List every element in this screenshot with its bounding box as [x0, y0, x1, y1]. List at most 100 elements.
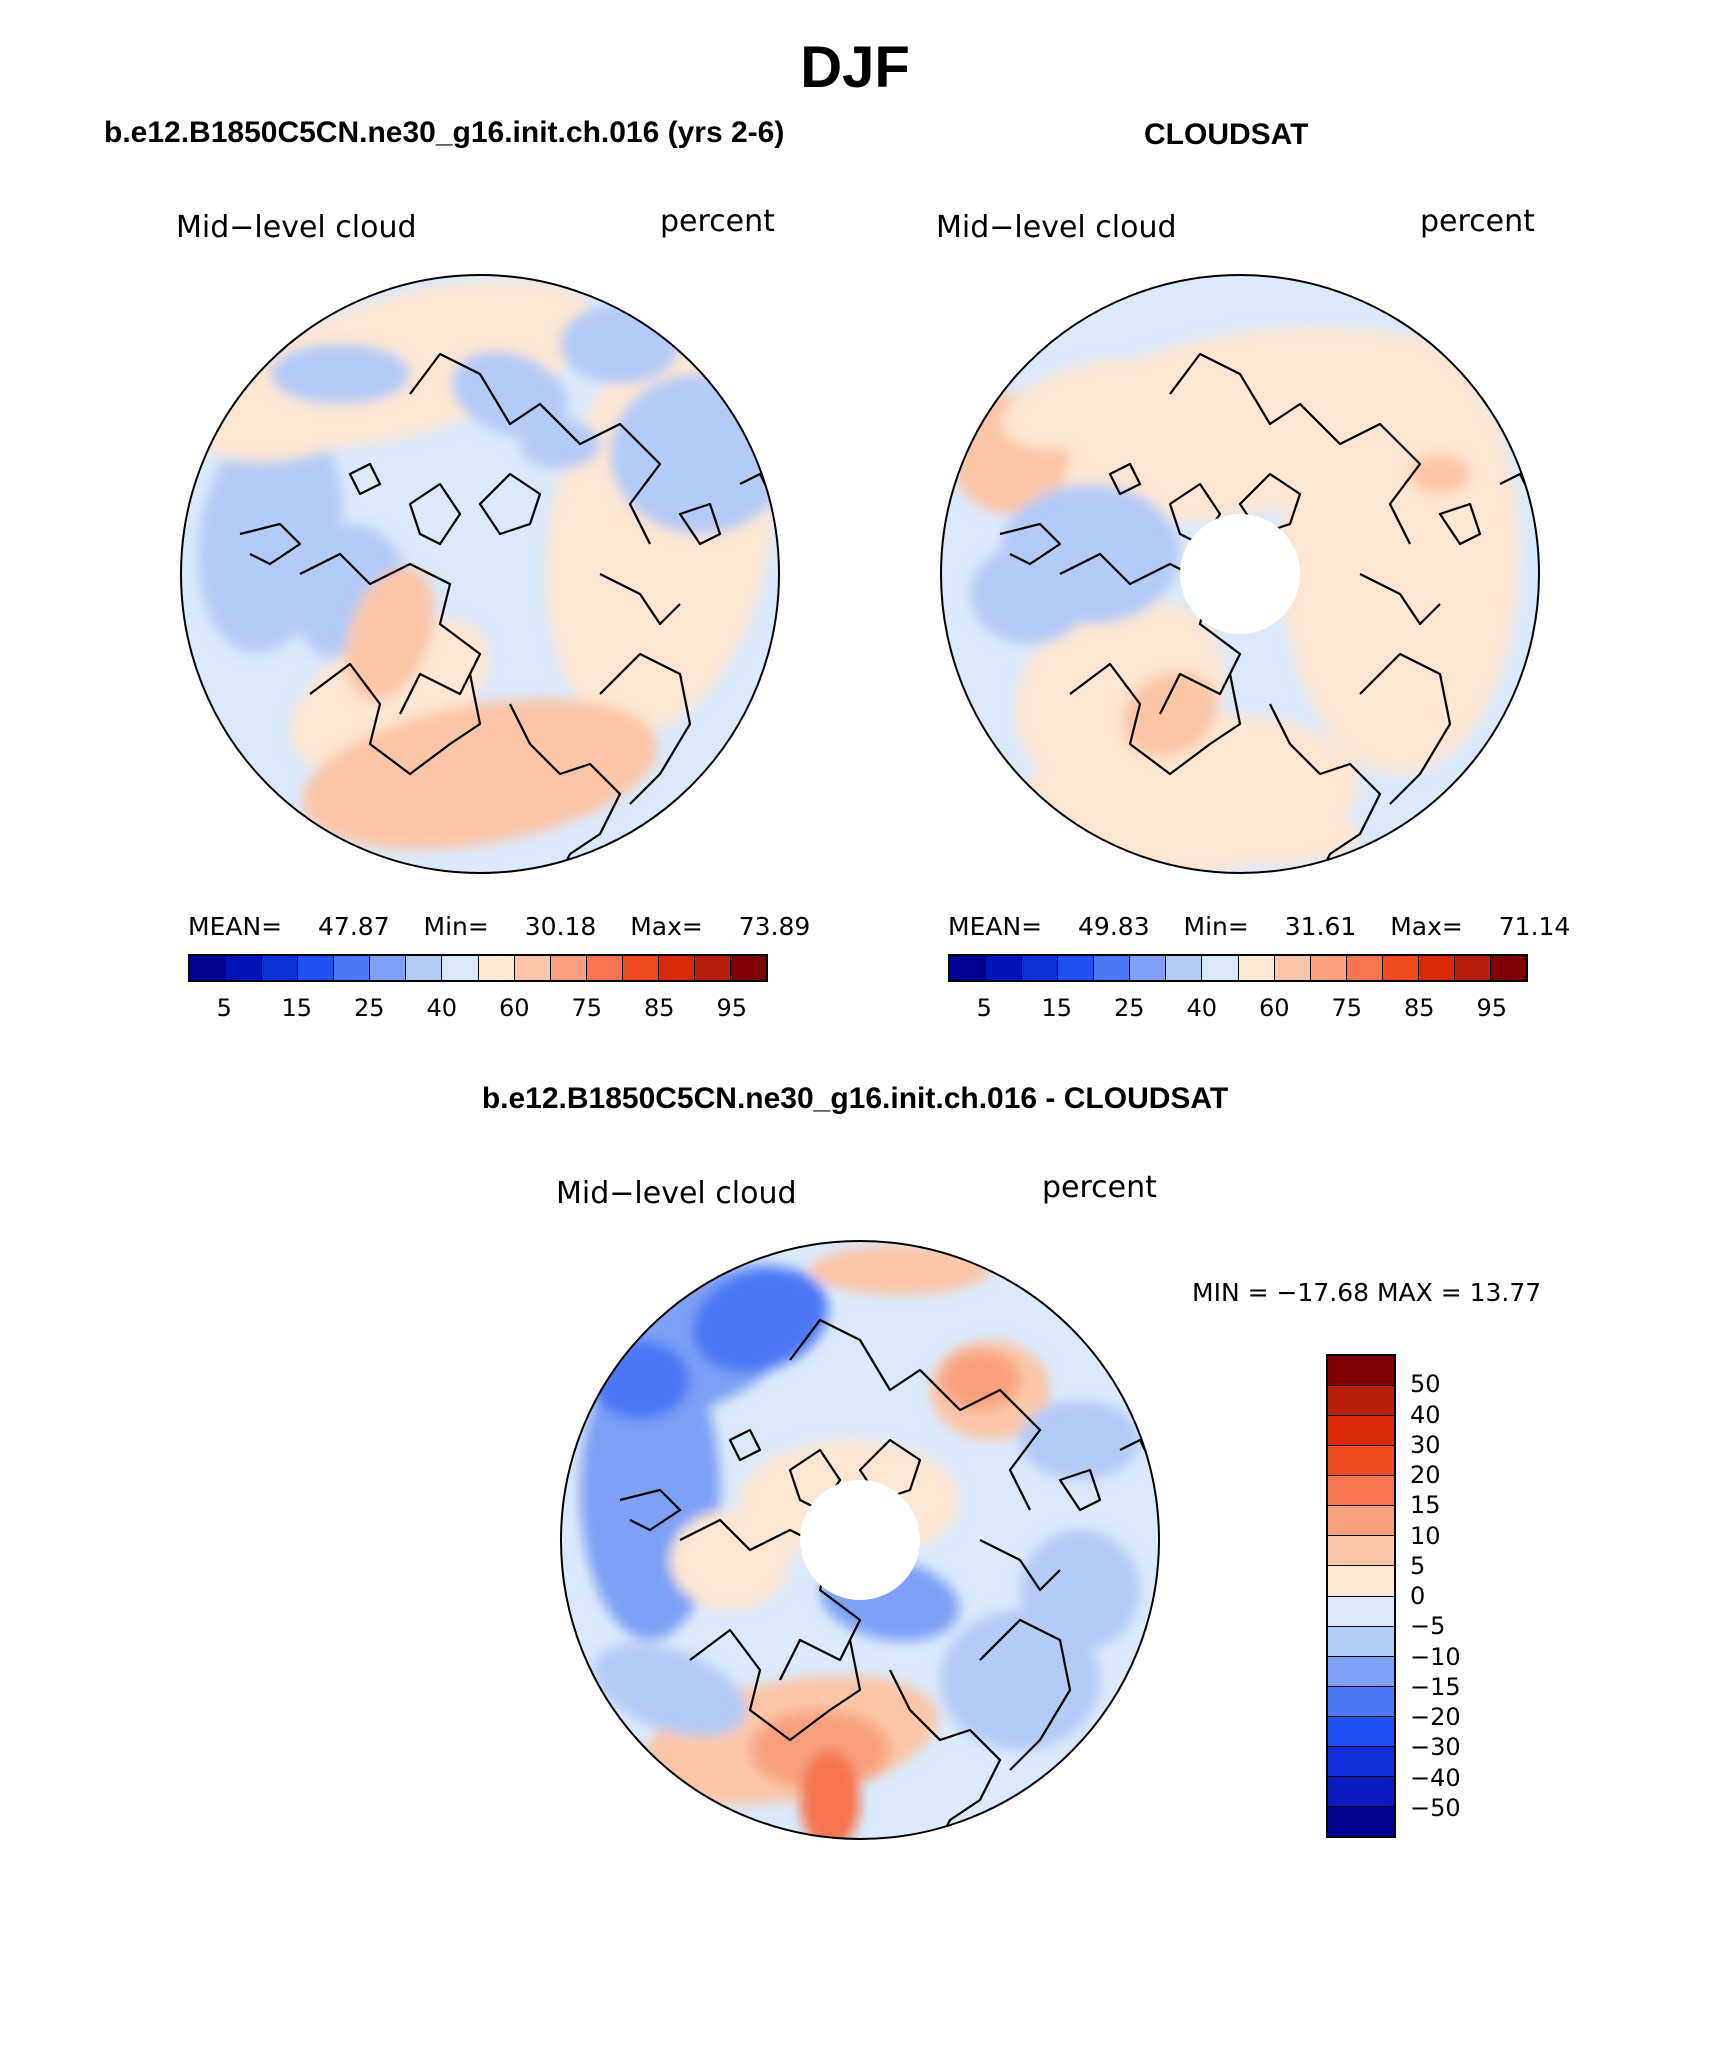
model-contour-region [610, 374, 779, 534]
model-panel-title: b.e12.B1850C5CN.ne30_g16.init.ch.016 (yr… [104, 116, 785, 149]
obs-colorbar-swatch [950, 956, 987, 980]
diff-colorbar-tick-label: −15 [1410, 1672, 1461, 1701]
obs-colorbar-swatch [1166, 956, 1203, 980]
diff-colorbar-swatch [1328, 1626, 1394, 1657]
obs-colorbar-swatch [1202, 956, 1239, 980]
obs-polar-missing-data [1180, 514, 1300, 634]
model-colorbar-tick-label: 40 [426, 994, 458, 1022]
diff-contour-region [593, 1643, 747, 1737]
model-contour-region [201, 386, 379, 462]
model-coastline [599, 573, 681, 626]
diff-colorbar-swatch [1328, 1416, 1394, 1447]
diff-colorbar-swatch [1328, 1596, 1394, 1627]
diff-polar-map [560, 1240, 1160, 1840]
obs-colorbar-swatch [1058, 956, 1095, 980]
obs-map-boundary [940, 274, 1540, 874]
diff-colorbar-swatch [1328, 1566, 1394, 1597]
model-contour-region [520, 419, 600, 469]
diff-colorbar-tick-label: −50 [1410, 1793, 1461, 1822]
model-colorbar-tick-label: 15 [281, 994, 313, 1022]
obs-contour-region [970, 544, 1090, 644]
diff-colorbar-tick-label: 10 [1410, 1521, 1441, 1550]
model-stats: MEAN= 47.87 Min= 30.18 Max= 73.89 [188, 912, 810, 941]
diff-colorbar-swatch [1328, 1476, 1394, 1507]
diff-contour-region [800, 1750, 860, 1839]
model-colorbar-swatch [514, 956, 551, 980]
diff-colorbar-tick-label: 20 [1410, 1461, 1441, 1489]
diff-coastline [789, 1318, 1042, 1511]
obs-contour-region [1310, 364, 1410, 424]
diff-colorbar-swatch [1328, 1386, 1394, 1417]
model-colorbar-swatch [406, 956, 443, 980]
obs-coastline [1359, 573, 1441, 626]
obs-colorbar-swatch [1130, 956, 1167, 980]
diff-coastline [619, 1488, 682, 1532]
diff-contour-region [750, 1710, 890, 1790]
obs-colorbar-tick-label: 25 [1113, 994, 1145, 1022]
model-units-label: percent [660, 204, 775, 239]
diff-colorbar-tick-label: 0 [1410, 1582, 1426, 1610]
model-min-value: 30.18 [524, 912, 597, 941]
model-contour-region [345, 566, 435, 702]
model-coastline [348, 462, 382, 496]
diff-colorbar-swatch [1328, 1506, 1394, 1537]
figure-title: DJF [800, 35, 910, 100]
diff-colorbar-swatch [1328, 1746, 1394, 1777]
model-colorbar-swatch [298, 956, 335, 980]
model-coastline [239, 522, 302, 566]
obs-max-label: Max= [1390, 912, 1463, 941]
obs-colorbar-swatch [986, 956, 1023, 980]
model-colorbar-swatch [658, 956, 695, 980]
obs-colorbar-tick-label: 5 [976, 994, 992, 1022]
model-variable-label: Mid−level cloud [176, 210, 417, 245]
obs-colorbar-swatch [1346, 956, 1383, 980]
model-colorbar-swatch [190, 956, 227, 980]
model-contour-region [270, 344, 410, 404]
diff-colorbar-swatch [1328, 1806, 1394, 1836]
diff-colorbar-tick-label: −20 [1410, 1703, 1461, 1731]
model-coastline [408, 482, 462, 546]
model-colorbar-swatch [370, 956, 407, 980]
obs-colorbar-swatch [1490, 956, 1526, 980]
model-coastline [509, 703, 622, 873]
obs-colorbar-swatch [1094, 956, 1131, 980]
model-colorbar-swatch [334, 956, 371, 980]
obs-colorbar-tick-label: 60 [1258, 994, 1290, 1022]
model-colorbar-tick-label: 85 [643, 994, 675, 1022]
model-coastline [599, 652, 692, 805]
obs-colorbar [948, 954, 1528, 982]
diff-units-label: percent [1042, 1170, 1157, 1205]
obs-coastline [1359, 652, 1452, 805]
diff-contour-region [940, 1610, 1100, 1750]
diff-colorbar-swatch [1328, 1656, 1394, 1687]
model-colorbar-swatch [442, 956, 479, 980]
model-mean-label: MEAN= [188, 912, 283, 941]
obs-coastline [1169, 352, 1422, 545]
diff-colorbar [1326, 1354, 1396, 1838]
obs-contour-region [1002, 358, 1178, 450]
model-coastline [678, 502, 722, 546]
diff-colorbar-tick-label: 40 [1410, 1400, 1441, 1429]
obs-polar-map [940, 274, 1540, 874]
diff-colorbar-tick-label: −5 [1410, 1612, 1446, 1641]
obs-panel-title: CLOUDSAT [1144, 118, 1309, 151]
diff-colorbar-tick-label: 30 [1410, 1430, 1441, 1459]
diff-panel-title: b.e12.B1850C5CN.ne30_g16.init.ch.016 - C… [481, 1082, 1229, 1115]
model-colorbar-tick-label: 60 [498, 994, 530, 1022]
diff-colorbar-swatch [1328, 1776, 1394, 1807]
obs-coastline [999, 522, 1062, 566]
diff-colorbar-tick-label: −30 [1410, 1733, 1461, 1762]
model-colorbar-swatch [730, 956, 766, 980]
model-colorbar-swatch [586, 956, 623, 980]
diff-contour-region [940, 1350, 1020, 1410]
obs-units-label: percent [1420, 204, 1535, 239]
obs-variable-label: Mid−level cloud [936, 210, 1177, 245]
diff-colorbar-tick-label: 5 [1410, 1551, 1426, 1580]
model-colorbar-swatch [262, 956, 299, 980]
obs-colorbar-swatch [1274, 956, 1311, 980]
diff-colorbar-tick-label: −40 [1410, 1763, 1461, 1792]
model-contour-region [560, 304, 680, 384]
obs-colorbar-tick-label: 75 [1331, 994, 1363, 1022]
obs-contour-region [1122, 671, 1218, 757]
model-colorbar-swatch [694, 956, 731, 980]
